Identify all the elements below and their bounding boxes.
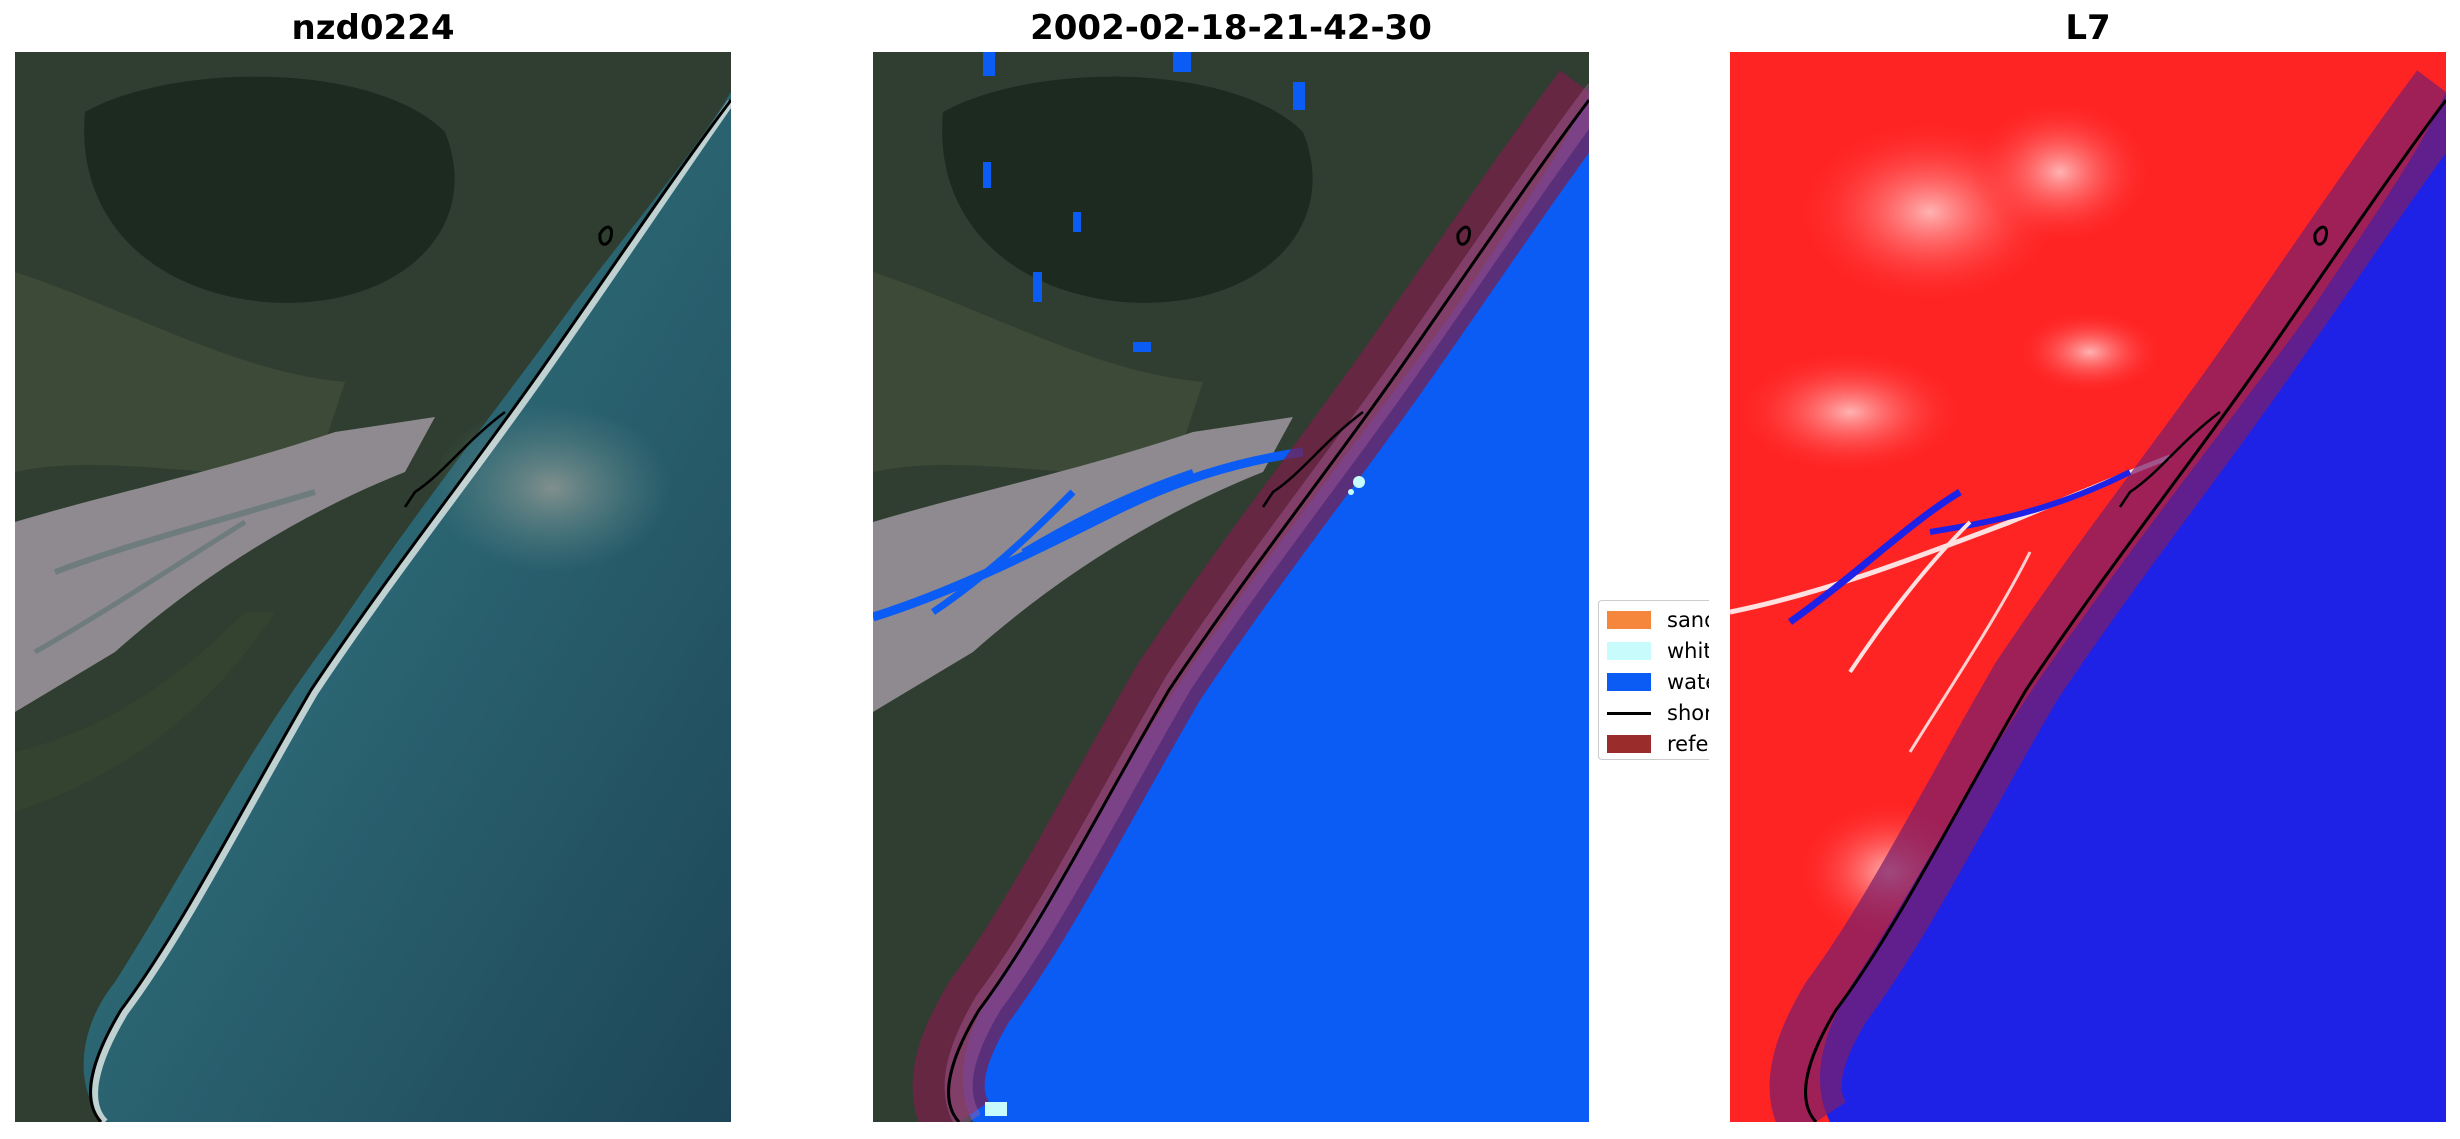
panel-title-satellite: L7 bbox=[2065, 8, 2111, 48]
panel-title-classified: 2002-02-18-21-42-30 bbox=[1030, 8, 1432, 48]
legend-item-sand: sand bbox=[1607, 607, 1709, 633]
legend: sand whitew water shorel referen bbox=[1598, 600, 1709, 760]
rgb-image bbox=[15, 52, 731, 1122]
legend-label-reference: referen bbox=[1667, 732, 1709, 756]
legend-label-water: water bbox=[1667, 670, 1709, 694]
satellite-image bbox=[1730, 52, 2446, 1122]
legend-label-shoreline: shorel bbox=[1667, 701, 1709, 725]
shoreline-line bbox=[1804, 99, 2446, 1122]
satellite-image-panel bbox=[1730, 52, 2446, 1122]
panel-title-rgb: nzd0224 bbox=[291, 8, 455, 48]
legend-item-whitewater: whitew bbox=[1607, 638, 1709, 664]
shoreline-swatch bbox=[1607, 711, 1651, 715]
whitewater-swatch bbox=[1607, 642, 1651, 660]
classified-image bbox=[873, 52, 1589, 1122]
legend-item-reference: referen bbox=[1607, 731, 1709, 757]
rgb-image-panel bbox=[15, 52, 731, 1122]
legend-item-shoreline: shorel bbox=[1607, 700, 1709, 726]
reference-swatch bbox=[1607, 735, 1651, 753]
sand-swatch bbox=[1607, 611, 1651, 629]
legend-item-water: water bbox=[1607, 669, 1709, 695]
legend-label-whitewater: whitew bbox=[1667, 639, 1709, 663]
shoreline-line bbox=[89, 99, 731, 1122]
classified-image-panel bbox=[873, 52, 1589, 1122]
legend-label-sand: sand bbox=[1667, 608, 1709, 632]
water-swatch bbox=[1607, 673, 1651, 691]
shoreline-line bbox=[947, 99, 1589, 1122]
